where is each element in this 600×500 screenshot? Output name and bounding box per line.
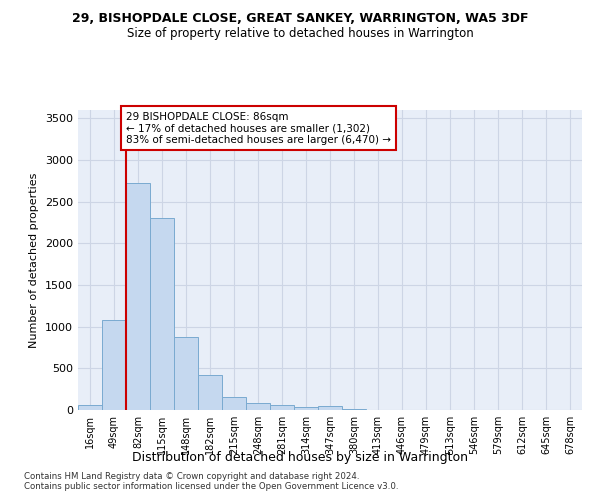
Text: Distribution of detached houses by size in Warrington: Distribution of detached houses by size …: [132, 451, 468, 464]
Bar: [246, 404, 270, 410]
Y-axis label: Number of detached properties: Number of detached properties: [29, 172, 40, 348]
Bar: [198, 375, 222, 410]
Bar: [126, 184, 150, 410]
Text: Contains HM Land Registry data © Crown copyright and database right 2024.: Contains HM Land Registry data © Crown c…: [24, 472, 359, 481]
Bar: [174, 336, 198, 410]
Bar: [318, 406, 342, 410]
Bar: [102, 320, 126, 410]
Text: Size of property relative to detached houses in Warrington: Size of property relative to detached ho…: [127, 28, 473, 40]
Bar: [342, 409, 366, 410]
Text: 29, BISHOPDALE CLOSE, GREAT SANKEY, WARRINGTON, WA5 3DF: 29, BISHOPDALE CLOSE, GREAT SANKEY, WARR…: [72, 12, 528, 26]
Text: 29 BISHOPDALE CLOSE: 86sqm
← 17% of detached houses are smaller (1,302)
83% of s: 29 BISHOPDALE CLOSE: 86sqm ← 17% of deta…: [126, 112, 391, 145]
Bar: [78, 405, 102, 410]
Bar: [150, 218, 174, 410]
Bar: [270, 406, 294, 410]
Text: Contains public sector information licensed under the Open Government Licence v3: Contains public sector information licen…: [24, 482, 398, 491]
Bar: [294, 406, 318, 410]
Bar: [222, 396, 246, 410]
